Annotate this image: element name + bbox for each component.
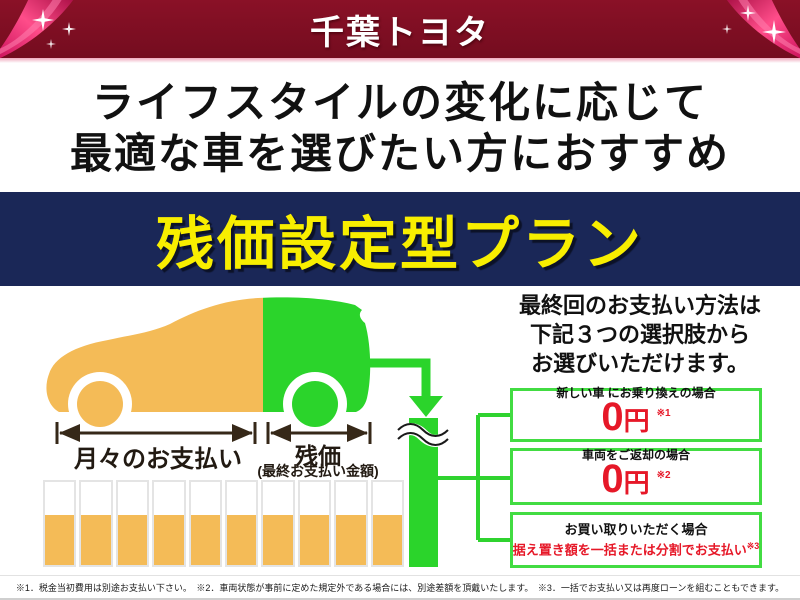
footnotes: ※1．税金当初費用は別途お支払い下さい。 ※2．車両状態が事前に定めた規定外であ… bbox=[0, 575, 800, 600]
dimension-arrows bbox=[55, 422, 372, 444]
options-intro-line1: 最終回のお支払い方法は bbox=[518, 293, 761, 318]
options-intro-line3: お選びいただけます。 bbox=[531, 351, 749, 376]
payment-bar-fill bbox=[81, 515, 111, 565]
payment-diagram bbox=[46, 297, 510, 567]
payment-bar bbox=[370, 480, 405, 567]
tagline-line2: 最適な車を選びたい方におすすめ bbox=[69, 129, 730, 177]
ribbon-left bbox=[0, 0, 74, 58]
payment-bar-fill bbox=[299, 515, 330, 565]
header-decoration bbox=[0, 0, 800, 58]
payment-bar bbox=[152, 480, 186, 567]
payment-bar bbox=[334, 480, 368, 567]
dealer-title: 千葉トヨタ bbox=[310, 13, 490, 52]
option-detail-text: 据え置き額を一括または分割でお支払い bbox=[512, 542, 747, 558]
option-label: 新しい車 にお乗り換えの場合 bbox=[556, 386, 716, 400]
diagram-area: 月々のお支払い 残価 (最終お支払い金額) 最終回のお支払い方法は 下記３つの選… bbox=[0, 286, 800, 575]
option-box-trade-in: 新しい車 にお乗り換えの場合 0 円 ※1 bbox=[510, 386, 762, 445]
options-intro-line2: 下記３つの選択肢から bbox=[529, 322, 750, 347]
option-label: お買い取りいただく場合 bbox=[564, 521, 708, 537]
payment-bar-fill bbox=[117, 515, 148, 565]
option-price: 0 円 ※1 bbox=[601, 395, 671, 445]
payment-bar bbox=[261, 480, 295, 567]
tagline-line1: ライフスタイルの変化に応じて bbox=[91, 78, 708, 126]
header-divider bbox=[0, 58, 800, 63]
tagline: ライフスタイルの変化に応じて 最適な車を選びたい方におすすめ bbox=[0, 63, 800, 192]
payment-bar-fill bbox=[154, 515, 184, 565]
price-unit: 円 bbox=[623, 406, 650, 436]
residual-arrow-icon bbox=[368, 358, 443, 417]
payment-bar-fill bbox=[190, 515, 221, 565]
plan-banner: 残価設定型プラン bbox=[0, 192, 800, 286]
payment-bar bbox=[115, 480, 150, 567]
front-wheel-icon bbox=[77, 381, 123, 427]
option-connectors bbox=[438, 413, 510, 542]
price-number: 0 bbox=[601, 456, 624, 501]
price-footnote-ref: ※2 bbox=[656, 469, 671, 481]
payment-bar-fill bbox=[45, 515, 75, 565]
option-label: 車両をご返却の場合 bbox=[581, 447, 690, 462]
monthly-payment-label: 月々のお支払い bbox=[74, 446, 242, 473]
payment-bar bbox=[43, 480, 77, 567]
price-footnote-ref: ※3 bbox=[746, 540, 760, 551]
sparkle-icon bbox=[32, 5, 786, 49]
price-number: 0 bbox=[601, 395, 624, 439]
option-detail: 据え置き額を一括または分割でお支払い※3 bbox=[513, 538, 760, 558]
residual-label: 残価 bbox=[295, 443, 341, 469]
option-price: 0 円 ※2 bbox=[601, 456, 671, 507]
payment-bar-fill bbox=[372, 515, 403, 565]
price-footnote-ref: ※1 bbox=[656, 408, 671, 419]
bar-break-icon bbox=[393, 423, 453, 447]
option-box-return: 車両をご返却の場合 0 円 ※2 bbox=[510, 448, 762, 505]
plan-banner-text: 残価設定型プラン bbox=[155, 212, 644, 277]
payment-bar-fill bbox=[336, 515, 366, 565]
payment-bar bbox=[225, 480, 259, 567]
payment-bar bbox=[188, 480, 223, 567]
residual-sublabel: (最終お支払い金額) bbox=[257, 463, 379, 479]
header: 千葉トヨタ bbox=[0, 0, 800, 58]
option-box-buyout: お買い取りいただく場合 据え置き額を一括または分割でお支払い※3 bbox=[510, 512, 762, 568]
rear-wheel-icon bbox=[292, 381, 338, 427]
payment-bar-fill bbox=[263, 515, 293, 565]
ribbon-right bbox=[726, 0, 800, 58]
payment-bars bbox=[43, 480, 405, 567]
options-intro: 最終回のお支払い方法は 下記３つの選択肢から お選びいただけます。 bbox=[480, 291, 800, 378]
payment-bar-fill bbox=[227, 515, 257, 565]
payment-bar bbox=[79, 480, 113, 567]
car-illustration bbox=[46, 297, 371, 436]
price-unit: 円 bbox=[623, 467, 650, 498]
payment-bar bbox=[297, 480, 332, 567]
